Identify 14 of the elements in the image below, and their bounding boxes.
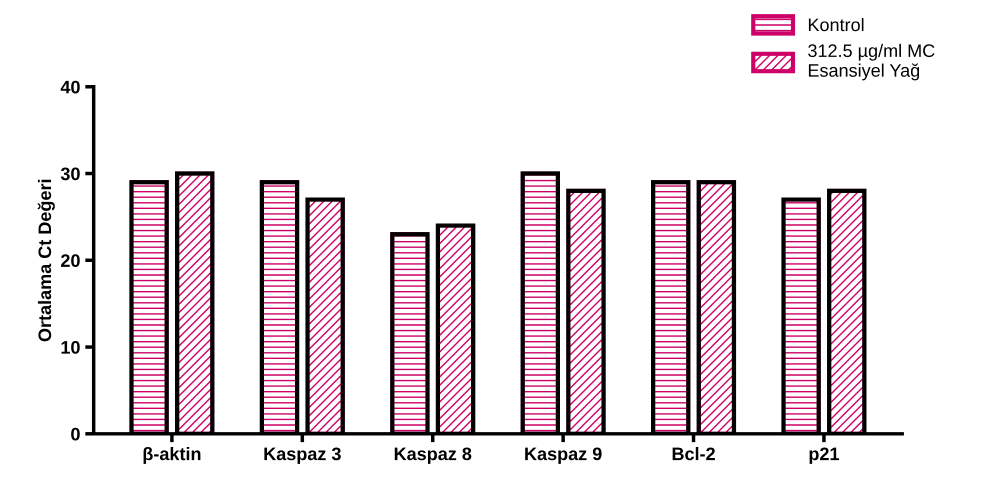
x-tick-label: p21: [810, 447, 839, 464]
x-tick-label: Kaspaz 8: [394, 447, 472, 464]
y-tick-label: 0: [71, 428, 80, 441]
y-tick-label: 30: [60, 167, 80, 180]
x-tick-label: Kaspaz 9: [525, 447, 602, 464]
y-tick-label: 20: [61, 254, 80, 267]
legend-label: Kontrol: [808, 18, 864, 32]
y-tick-label: 40: [60, 80, 80, 94]
x-tick-label: β-aktin: [144, 446, 200, 464]
legend-label: 312.5 µg/ml MC Esansiyel Yağ: [808, 44, 935, 80]
y-axis-title: Ortalama Ct Değeri: [38, 180, 55, 342]
y-tick-label: 10: [62, 340, 80, 354]
x-tick-label: Kaspaz 3: [264, 447, 341, 464]
x-tick-label: Bcl-2: [672, 446, 715, 460]
